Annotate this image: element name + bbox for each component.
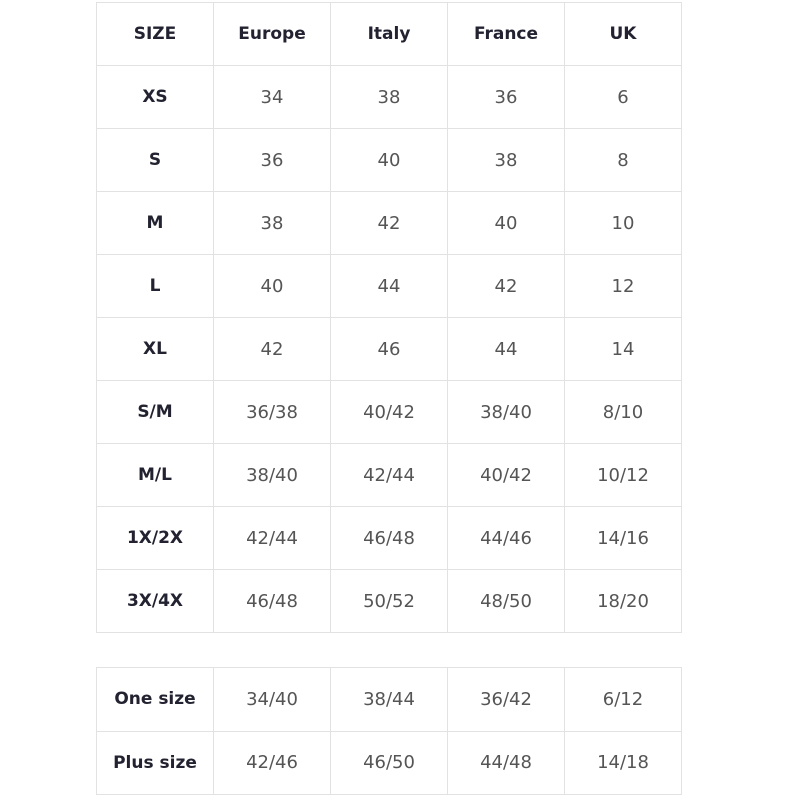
size-value-cell: 38 bbox=[447, 128, 565, 192]
size-value-cell: 14/18 bbox=[564, 730, 682, 795]
size-value-cell: 46/48 bbox=[330, 506, 448, 570]
size-value-cell: 40 bbox=[330, 128, 448, 192]
table-row: M 38 42 40 10 bbox=[96, 191, 682, 255]
size-label-cell: M bbox=[96, 191, 214, 255]
size-value-cell: Italy bbox=[330, 2, 448, 66]
size-value-cell: 44 bbox=[447, 317, 565, 381]
size-value-cell: 42 bbox=[213, 317, 331, 381]
table-row: 3X/4X 46/48 50/52 48/50 18/20 bbox=[96, 569, 682, 633]
size-value-cell: 38/44 bbox=[330, 667, 448, 732]
size-value-cell: 14/16 bbox=[564, 506, 682, 570]
size-value-cell: 48/50 bbox=[447, 569, 565, 633]
table-row: S 36 40 38 8 bbox=[96, 128, 682, 192]
size-label-cell: XL bbox=[96, 317, 214, 381]
size-value-cell: 36/42 bbox=[447, 667, 565, 732]
size-value-cell: 42/44 bbox=[213, 506, 331, 570]
size-value-cell: 38 bbox=[330, 65, 448, 129]
size-value-cell: 6 bbox=[564, 65, 682, 129]
size-value-cell: 44 bbox=[330, 254, 448, 318]
size-value-cell: 38/40 bbox=[213, 443, 331, 507]
table-row: 1X/2X 42/44 46/48 44/46 14/16 bbox=[96, 506, 682, 570]
size-value-cell: 46 bbox=[330, 317, 448, 381]
table-row: One size 34/40 38/44 36/42 6/12 bbox=[96, 667, 682, 732]
size-label-cell: Plus size bbox=[96, 730, 214, 795]
size-value-cell: 40/42 bbox=[330, 380, 448, 444]
size-value-cell: 34/40 bbox=[213, 667, 331, 732]
size-value-cell: 42 bbox=[447, 254, 565, 318]
size-label-cell: 3X/4X bbox=[96, 569, 214, 633]
size-value-cell: 36/38 bbox=[213, 380, 331, 444]
size-value-cell: 8 bbox=[564, 128, 682, 192]
size-value-cell: 38/40 bbox=[447, 380, 565, 444]
table-row: S/M 36/38 40/42 38/40 8/10 bbox=[96, 380, 682, 444]
size-value-cell: 44/46 bbox=[447, 506, 565, 570]
size-value-cell: France bbox=[447, 2, 565, 66]
size-value-cell: 42/44 bbox=[330, 443, 448, 507]
size-value-cell: 38 bbox=[213, 191, 331, 255]
size-value-cell: 46/48 bbox=[213, 569, 331, 633]
size-value-cell: 36 bbox=[447, 65, 565, 129]
size-value-cell: 10 bbox=[564, 191, 682, 255]
table-row: M/L 38/40 42/44 40/42 10/12 bbox=[96, 443, 682, 507]
size-label-cell: One size bbox=[96, 667, 214, 732]
size-label-cell: M/L bbox=[96, 443, 214, 507]
size-label-cell: S/M bbox=[96, 380, 214, 444]
size-value-cell: 8/10 bbox=[564, 380, 682, 444]
size-value-cell: 18/20 bbox=[564, 569, 682, 633]
table-row: XL 42 46 44 14 bbox=[96, 317, 682, 381]
size-label-cell: 1X/2X bbox=[96, 506, 214, 570]
table-row: L 40 44 42 12 bbox=[96, 254, 682, 318]
size-value-cell: Europe bbox=[213, 2, 331, 66]
size-value-cell: UK bbox=[564, 2, 682, 66]
size-chart-table: SIZE Europe Italy France UK XS 34 38 36 6 S 36 40 38 8… bbox=[96, 2, 682, 633]
size-label-cell: S bbox=[96, 128, 214, 192]
size-value-cell: 50/52 bbox=[330, 569, 448, 633]
size-value-cell: 42 bbox=[330, 191, 448, 255]
size-value-cell: 44/48 bbox=[447, 730, 565, 795]
size-value-cell: 40 bbox=[447, 191, 565, 255]
size-value-cell: 42/46 bbox=[213, 730, 331, 795]
size-value-cell: 40/42 bbox=[447, 443, 565, 507]
header-row: SIZE Europe Italy France UK bbox=[96, 2, 682, 66]
size-value-cell: 10/12 bbox=[564, 443, 682, 507]
special-size-table: One size 34/40 38/44 36/42 6/12 Plus size 42/4… bbox=[96, 667, 682, 795]
size-label-cell: SIZE bbox=[96, 2, 214, 66]
size-label-cell: XS bbox=[96, 65, 214, 129]
size-value-cell: 40 bbox=[213, 254, 331, 318]
size-label-cell: L bbox=[96, 254, 214, 318]
size-value-cell: 34 bbox=[213, 65, 331, 129]
size-value-cell: 12 bbox=[564, 254, 682, 318]
size-value-cell: 6/12 bbox=[564, 667, 682, 732]
table-row: XS 34 38 36 6 bbox=[96, 65, 682, 129]
table-row: Plus size 42/46 46/50 44/48 14/18 bbox=[96, 730, 682, 795]
size-value-cell: 36 bbox=[213, 128, 331, 192]
size-value-cell: 46/50 bbox=[330, 730, 448, 795]
size-value-cell: 14 bbox=[564, 317, 682, 381]
